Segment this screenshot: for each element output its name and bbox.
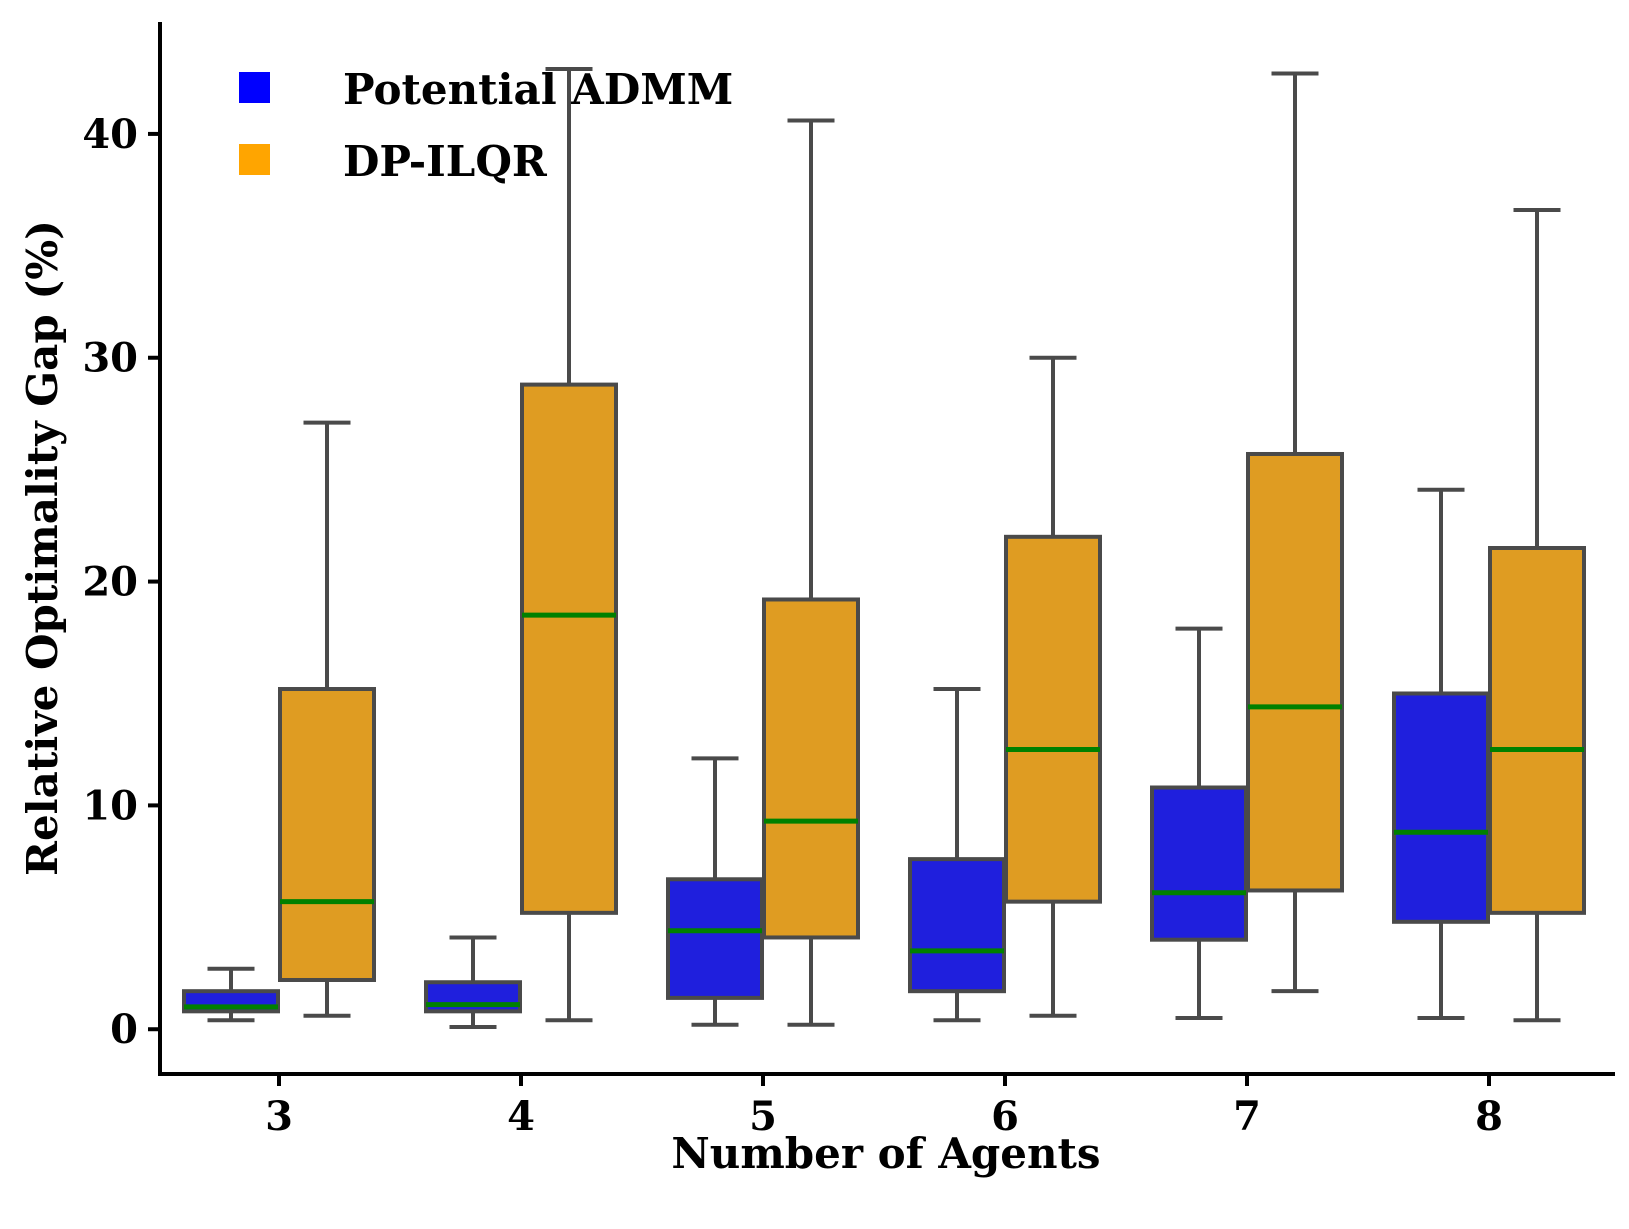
box-iqr (1488, 546, 1586, 915)
legend-swatch (239, 72, 270, 103)
legend-swatch (239, 144, 270, 175)
box-iqr (666, 877, 764, 1000)
box-dp-ilqr-7 (1246, 71, 1344, 994)
axes-layer: 0 10 20 30 40 3 4 5 6 7 8 (82, 22, 1615, 1140)
x-tick-label-3: 3 (265, 1093, 293, 1140)
box-iqr (1392, 691, 1490, 924)
y-tick-label-30: 30 (82, 335, 138, 382)
box-dp-ilqr-3 (278, 420, 376, 1018)
box-iqr (1246, 451, 1344, 893)
x-tick-label-7: 7 (1233, 1093, 1261, 1140)
x-tick-label-5: 5 (749, 1093, 777, 1140)
x-tick-label-8: 8 (1475, 1093, 1503, 1140)
box-dp-ilqr-5 (762, 118, 860, 1027)
box-dp-ilqr-4 (520, 67, 618, 1023)
legend-label: DP-ILQR (343, 137, 548, 186)
x-tick-label-6: 6 (991, 1093, 1019, 1140)
y-tick-label-20: 20 (82, 559, 138, 606)
boxes-layer (182, 67, 1586, 1029)
y-tick-label-0: 0 (110, 1006, 138, 1053)
y-axis-label: Relative Optimality Gap (%) (18, 220, 67, 876)
x-tick-label-4: 4 (507, 1093, 535, 1140)
y-tick-label-10: 10 (82, 782, 138, 829)
box-potential-admm-4 (424, 935, 522, 1029)
box-iqr (278, 687, 376, 982)
box-dp-ilqr-6 (1004, 355, 1102, 1018)
box-potential-admm-7 (1150, 626, 1248, 1021)
x-axis-label: Number of Agents (671, 1129, 1100, 1178)
box-iqr (908, 857, 1006, 994)
box-dp-ilqr-8 (1488, 208, 1586, 1023)
legend-item-dp-ilqr: DP-ILQR (239, 137, 548, 186)
legend-item-potential-admm: Potential ADMM (239, 65, 733, 114)
box-potential-admm-8 (1392, 487, 1490, 1021)
legend-label: Potential ADMM (343, 65, 733, 114)
box-iqr (762, 597, 860, 940)
legend: Potential ADMM DP-ILQR (239, 65, 733, 186)
box-iqr (1150, 785, 1248, 942)
y-tick-label-40: 40 (82, 111, 138, 158)
box-potential-admm-5 (666, 756, 764, 1027)
box-iqr (1004, 534, 1102, 904)
box-iqr (520, 382, 618, 915)
box-potential-admm-6 (908, 687, 1006, 1023)
box-potential-admm-3 (182, 966, 280, 1023)
